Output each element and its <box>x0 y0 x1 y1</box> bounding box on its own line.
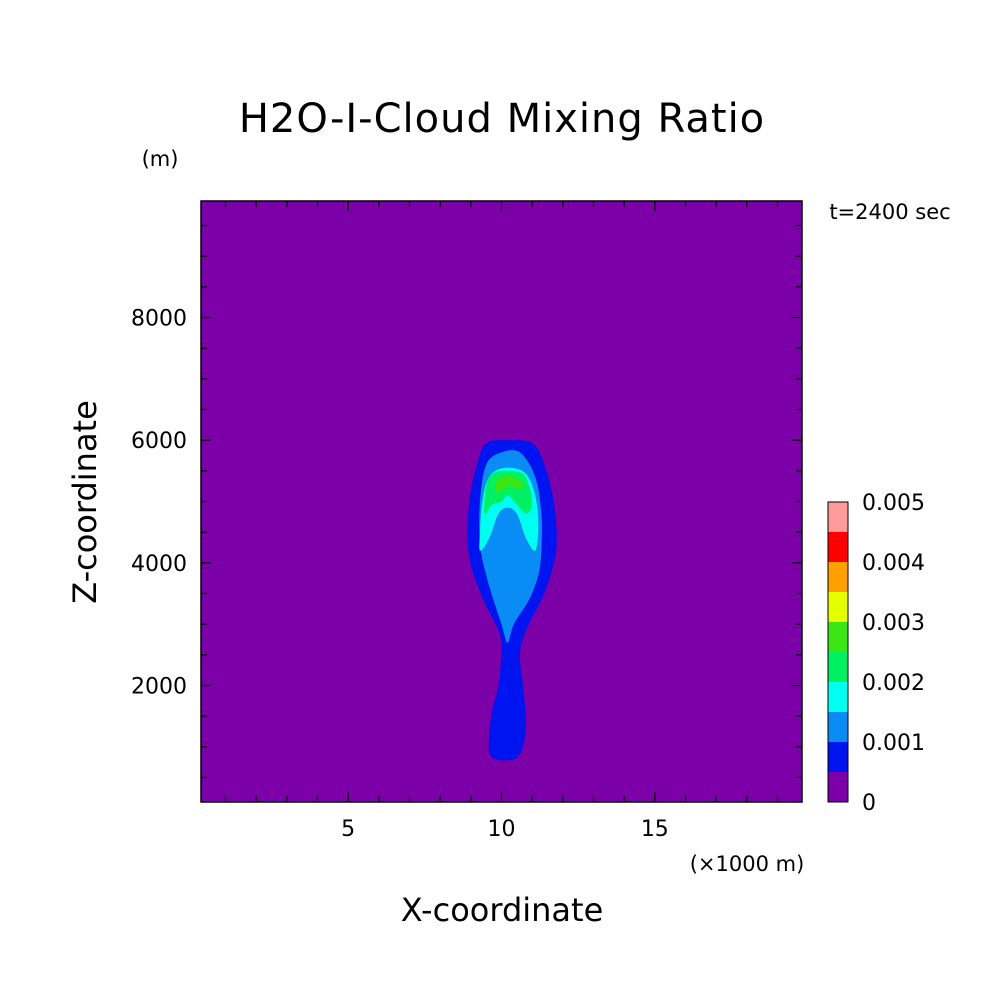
colorbar-segment <box>828 742 848 772</box>
time-annotation: t=2400 sec <box>829 200 950 224</box>
colorbar-segment <box>828 712 848 742</box>
colorbar-segment <box>828 592 848 622</box>
colorbar-tick-label: 0.004 <box>862 551 925 576</box>
plot-area: 5 10 15 2000 4000 6000 8000 <box>131 200 803 842</box>
colorbar-tick-label: 0.002 <box>862 671 925 696</box>
x-unit-label: (×1000 m) <box>690 852 805 876</box>
colorbar-segment <box>828 502 848 532</box>
x-axis-label: X-coordinate <box>401 891 604 929</box>
colorbar-segment <box>828 682 848 712</box>
colorbar-tick-label: 0 <box>862 791 876 816</box>
colorbar-segment <box>828 622 848 652</box>
x-tick-label: 5 <box>341 817 355 842</box>
colorbar-tick-label: 0.005 <box>862 491 925 516</box>
y-tick-label: 8000 <box>131 307 187 332</box>
colorbar-segment <box>828 532 848 562</box>
contour-region-5 <box>494 475 524 493</box>
colorbar-frame <box>827 501 849 803</box>
x-tick-label: 10 <box>488 817 516 842</box>
colorbar-segment <box>828 562 848 592</box>
y-axis-label: Z-coordinate <box>66 400 104 604</box>
y-tick-label: 2000 <box>131 674 187 699</box>
colorbar-segment <box>828 652 848 682</box>
y-tick-label: 4000 <box>131 552 187 577</box>
x-tick-label: 15 <box>641 817 669 842</box>
colorbar-tick-label: 0.003 <box>862 611 925 636</box>
colorbar: 0 0.001 0.002 0.003 0.004 0.005 <box>827 491 925 816</box>
y-unit-label: (m) <box>142 147 179 171</box>
chart-title: H2O-I-Cloud Mixing Ratio <box>239 96 765 142</box>
colorbar-segment <box>828 772 848 802</box>
y-tick-label: 6000 <box>131 429 187 454</box>
colorbar-tick-label: 0.001 <box>862 731 925 756</box>
